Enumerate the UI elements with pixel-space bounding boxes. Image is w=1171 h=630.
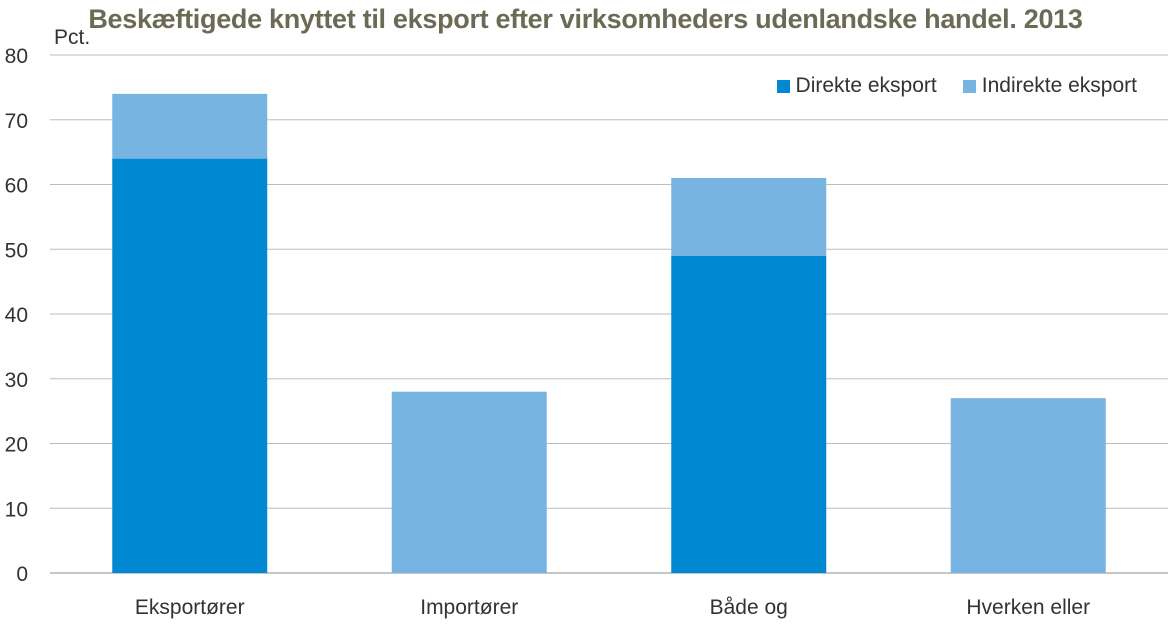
legend-label-direkte: Direkte eksport (795, 74, 937, 97)
y-tick-label: 80 (5, 45, 28, 68)
bar-indirekte (671, 178, 827, 256)
y-tick-label: 40 (5, 304, 28, 327)
y-tick-label: 30 (5, 369, 28, 392)
y-tick-label: 0 (16, 563, 28, 586)
bar-indirekte (391, 391, 547, 573)
legend-label-indirekte: Indirekte eksport (981, 74, 1137, 97)
x-tick-label: Hverken eller (966, 596, 1090, 619)
x-tick-label: Eksportører (135, 596, 245, 619)
chart-title: Beskæftigede knyttet til eksport efter v… (88, 4, 1083, 34)
bar-indirekte (950, 398, 1106, 573)
y-tick-label: 50 (5, 239, 28, 262)
y-tick-label: 20 (5, 434, 28, 457)
y-tick-label: 10 (5, 498, 28, 521)
y-tick-label: 70 (5, 110, 28, 133)
legend-item-direkte: Direkte eksport (776, 74, 937, 98)
legend-swatch-indirekte (962, 79, 976, 93)
bar-indirekte (112, 93, 268, 159)
x-tick-label: Både og (710, 596, 788, 619)
bar-direkte (112, 158, 268, 573)
legend-item-indirekte: Indirekte eksport (962, 74, 1137, 98)
x-tick-label: Importører (420, 596, 518, 619)
legend: Direkte eksport Indirekte eksport (776, 74, 1137, 98)
y-tick-label: 60 (5, 175, 28, 198)
y-axis-unit-label: Pct. (54, 26, 91, 49)
legend-swatch-direkte (776, 79, 790, 93)
bar-direkte (671, 255, 827, 573)
